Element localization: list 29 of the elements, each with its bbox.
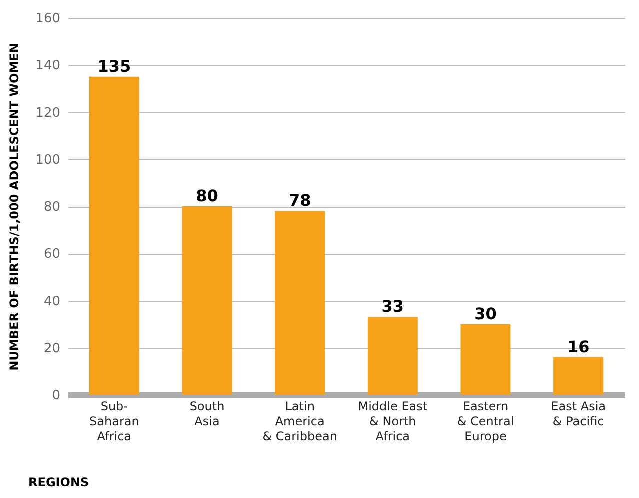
y-tick-label: 40 <box>44 294 60 310</box>
y-tick-label: 60 <box>44 247 60 262</box>
y-tick-label: 0 <box>52 388 60 404</box>
x-tick-label: Sub- Saharan Africa <box>90 400 140 444</box>
data-label: 16 <box>567 337 590 356</box>
data-label: 33 <box>382 297 404 316</box>
x-tick-label: East Asia & Pacific <box>551 400 606 428</box>
y-tick-label: 100 <box>36 152 60 168</box>
y-tick-label: 160 <box>36 12 60 26</box>
bar <box>182 206 232 395</box>
x-tick-label: Eastern & Central Europe <box>457 400 514 444</box>
bar <box>460 324 511 395</box>
y-tick-label: 80 <box>44 200 60 215</box>
x-axis-title: REGIONS <box>28 476 90 490</box>
bar <box>275 211 326 395</box>
bar <box>368 317 418 395</box>
y-tick-label: 20 <box>44 341 60 356</box>
data-label: 135 <box>98 56 132 76</box>
data-label: 80 <box>196 186 218 206</box>
bar <box>554 357 604 395</box>
y-tick-label: 140 <box>36 58 60 74</box>
y-tick-label: 120 <box>36 106 60 121</box>
y-axis-title: NUMBER OF BIRTHS/1,000 ADOLESCENT WOMEN <box>8 43 22 371</box>
x-tick-label: South Asia <box>190 400 225 428</box>
data-label: 78 <box>288 191 312 210</box>
bar <box>89 76 140 395</box>
x-tick-label: Middle East & North Africa <box>358 400 428 444</box>
x-tick-label: Latin America & Caribbean <box>262 400 338 444</box>
data-label: 30 <box>474 304 497 324</box>
